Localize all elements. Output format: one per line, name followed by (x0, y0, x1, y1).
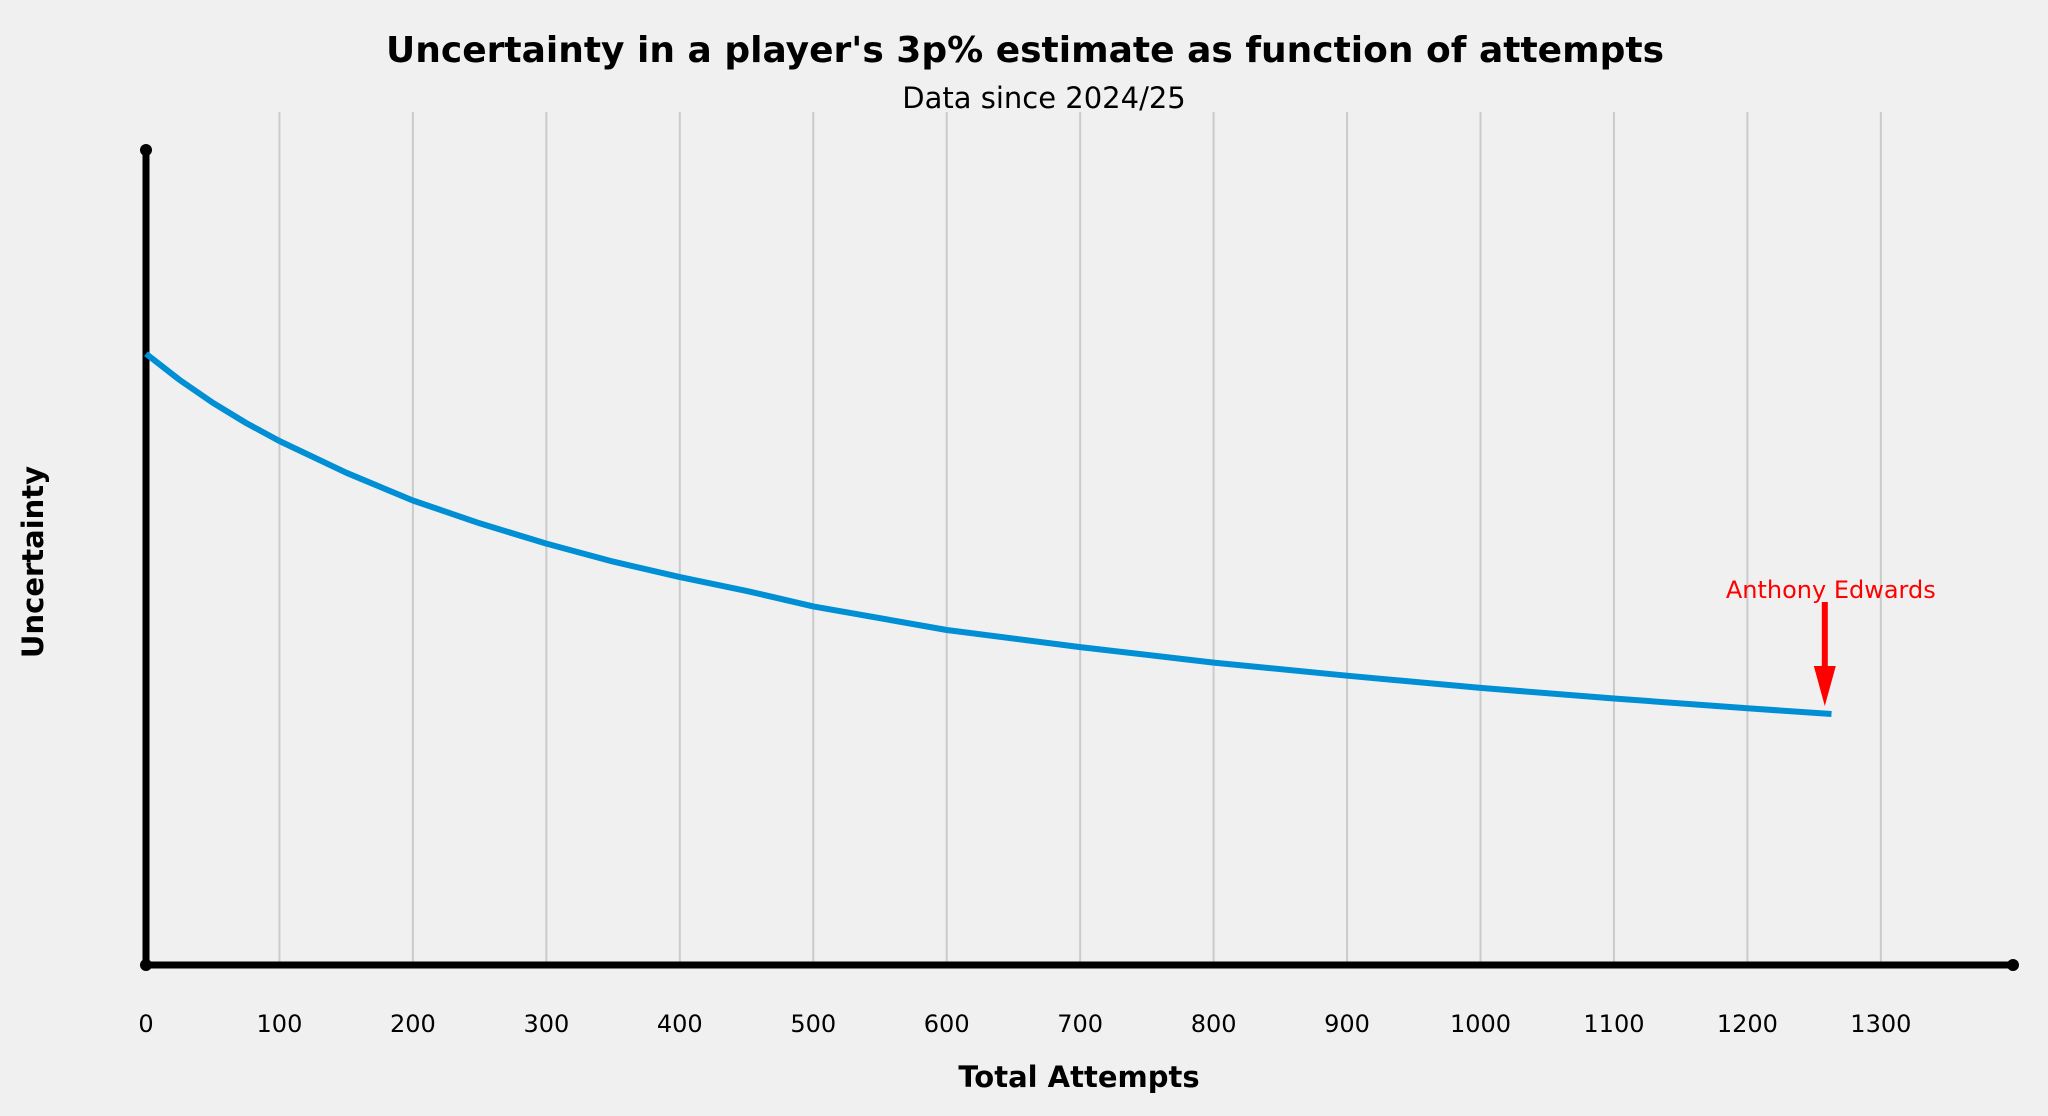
series (144, 351, 1832, 717)
x-tick-label: 900 (1324, 1010, 1370, 1038)
x-tick-label: 0 (138, 1010, 153, 1038)
x-tick-label: 300 (523, 1010, 569, 1038)
x-tick-label: 1200 (1717, 1010, 1778, 1038)
gridlines (278, 112, 1882, 965)
axes (140, 144, 2019, 971)
y-axis-end-dot (140, 144, 152, 156)
x-tick-label: 600 (924, 1010, 970, 1038)
annotation-label: Anthony Edwards (1726, 576, 1936, 604)
y-axis-label: Uncertainty (16, 466, 50, 658)
x-tick-label: 100 (257, 1010, 303, 1038)
x-tick-label: 700 (1057, 1010, 1103, 1038)
x-axis-end-dot (2007, 959, 2019, 971)
x-tick-label: 200 (390, 1010, 436, 1038)
x-tick-labels: 0 100 200 300 400 500 600 700 800 900 1000 1100 1200… (138, 1010, 1911, 1038)
x-tick-label: 1100 (1583, 1010, 1644, 1038)
x-tick-label: 800 (1191, 1010, 1237, 1038)
x-tick-label: 1000 (1450, 1010, 1511, 1038)
annotation-arrow-head (1813, 665, 1836, 706)
chart-title: Uncertainty in a player's 3p% estimate a… (386, 30, 1664, 71)
x-axis-label: Total Attempts (958, 1060, 1199, 1094)
x-tick-label: 1300 (1850, 1010, 1911, 1038)
axis-origin-dot (140, 959, 152, 971)
chart-subtitle: Data since 2024/25 (902, 81, 1186, 115)
series-line-0 (144, 351, 1832, 717)
x-tick-label: 500 (790, 1010, 836, 1038)
annotations: Anthony Edwards (1726, 576, 1936, 706)
x-tick-label: 400 (657, 1010, 703, 1038)
